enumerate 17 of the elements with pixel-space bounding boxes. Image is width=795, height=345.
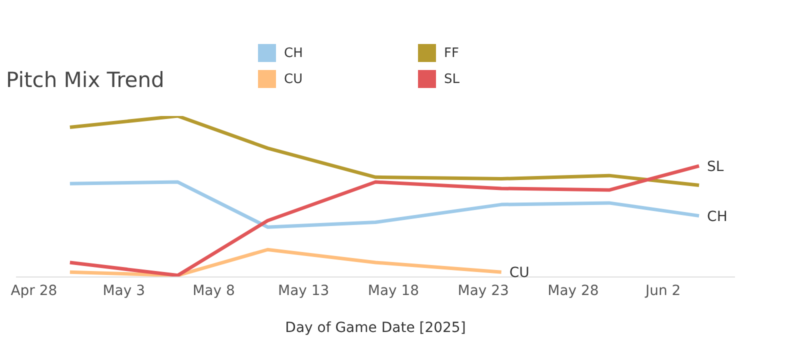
x-tick-label: Apr 28 [10,282,58,299]
x-tick-label: May 8 [192,282,235,299]
x-tick-label: May 23 [458,282,509,299]
legend-label: SL [444,72,460,86]
x-tick-label: May 3 [102,282,146,299]
text: CU [509,265,530,282]
text: SL [707,158,724,175]
x-tick-label: Jun 2 [644,282,681,299]
text: CH [707,208,728,225]
legend-label: FF [444,46,459,60]
x-tick-label: May 18 [368,282,420,299]
x-tick-label: May 13 [278,282,330,299]
x-axis-title: Day of Game Date [2025] [285,320,466,336]
chart-title: Pitch Mix Trend [6,68,164,92]
legend-label: CH [284,46,303,60]
x-tick-label: May 28 [548,282,599,299]
legend-label: CU [284,72,303,86]
